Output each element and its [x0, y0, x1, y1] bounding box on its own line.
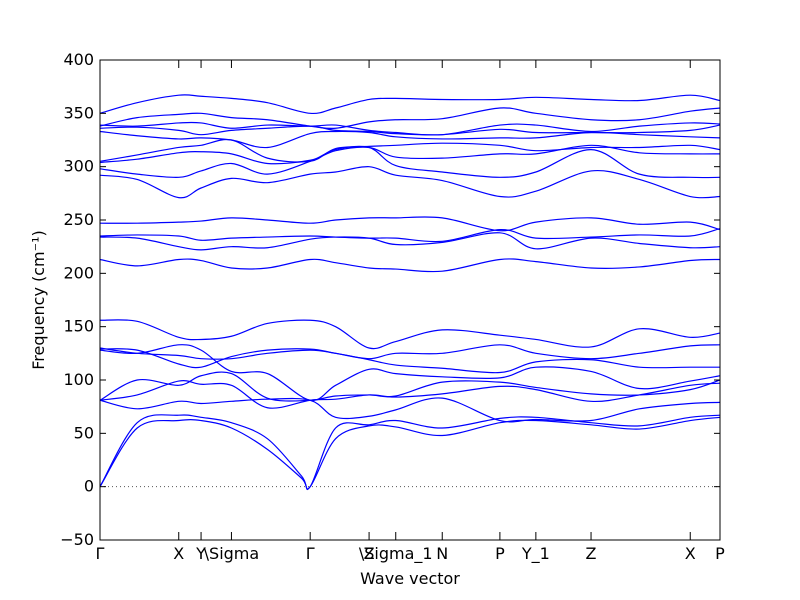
band-line-2 — [100, 414, 720, 491]
x-tick-label: Y_1 — [521, 544, 550, 564]
band-line-10 — [100, 258, 720, 273]
y-tick-label: −50 — [60, 530, 94, 549]
band-line-21 — [100, 107, 720, 130]
y-tick-label: 100 — [63, 370, 94, 389]
band-line-5 — [100, 371, 720, 402]
band-line-8 — [100, 344, 720, 369]
x-tick-label: N — [436, 544, 448, 563]
band-line-3 — [100, 397, 720, 423]
x-tick-label: X — [173, 544, 184, 563]
band-line-6 — [100, 344, 720, 401]
x-tick-label: Z — [586, 544, 597, 563]
band-line-14 — [100, 166, 720, 199]
x-tick-label: \Sigma — [204, 544, 260, 563]
y-tick-label: 200 — [63, 263, 94, 282]
band-line-9 — [100, 319, 720, 350]
band-line-7 — [100, 347, 720, 374]
y-tick-label: 150 — [63, 317, 94, 336]
y-tick-label: 300 — [63, 157, 94, 176]
y-tick-label: 250 — [63, 210, 94, 229]
band-lines — [100, 94, 720, 491]
band-line-16 — [100, 144, 720, 165]
band-line-22 — [100, 94, 720, 115]
y-tick-label: 350 — [63, 103, 94, 122]
y-axis-label: Frequency (cm⁻¹) — [29, 230, 48, 369]
band-line-12 — [100, 227, 720, 243]
band-line-4 — [100, 380, 720, 409]
band-line-13 — [100, 216, 720, 232]
x-tick-label: X — [685, 544, 696, 563]
x-tick-label: P — [495, 544, 505, 563]
band-line-20 — [100, 121, 720, 136]
y-tick-label: 50 — [74, 423, 94, 442]
x-tick-label: Z — [364, 544, 375, 563]
x-tick-label: Γ — [306, 544, 315, 563]
y-tick-label: 0 — [84, 477, 94, 496]
x-axis-ticks: Γ X Y\Sigma Γ Z\Sigma_1 N P Y_1 Z X P — [96, 60, 725, 564]
x-tick-label: Y — [195, 544, 206, 563]
band-line-19 — [100, 124, 720, 136]
x-axis-label: Wave vector — [360, 569, 460, 588]
y-tick-label: 400 — [63, 50, 94, 69]
x-tick-label: P — [715, 544, 725, 563]
y-axis-ticks: −50 0 50 100 150 200 250 300 350 400 — [60, 50, 720, 549]
x-tick-label: \Sigma_1 — [359, 544, 433, 564]
band-line-1 — [100, 416, 720, 490]
band-line-17 — [100, 138, 720, 163]
plot-frame — [99, 59, 721, 541]
x-tick-label: Γ — [96, 544, 105, 563]
